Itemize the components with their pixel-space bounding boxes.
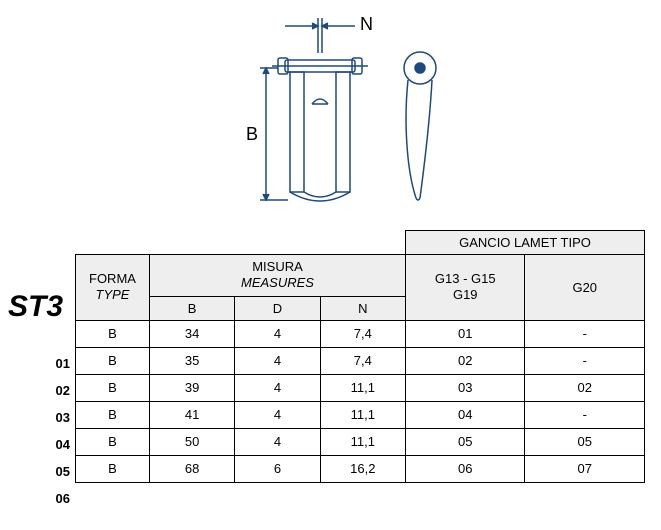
cell-B: 68 [149, 455, 234, 482]
cell-N: 7,4 [320, 347, 405, 374]
row-num: 01 [40, 350, 70, 377]
cell-forma: B [76, 347, 150, 374]
cell-D: 4 [235, 428, 320, 455]
subheader-B: B [149, 296, 234, 320]
tech-diagram: N [240, 8, 470, 208]
cell-N: 7,4 [320, 320, 405, 347]
table-row: B 41 4 11,1 04 - [76, 401, 645, 428]
header-forma: FORMATYPE [76, 255, 150, 321]
cell-g1: 06 [406, 455, 525, 482]
cell-B: 34 [149, 320, 234, 347]
cell-D: 4 [235, 401, 320, 428]
cell-forma: B [76, 455, 150, 482]
cell-forma: B [76, 320, 150, 347]
cell-B: 39 [149, 374, 234, 401]
cell-g2: - [525, 347, 645, 374]
cell-g1: 05 [406, 428, 525, 455]
cell-N: 11,1 [320, 401, 405, 428]
dim-label-B: B [246, 124, 258, 144]
row-num: 06 [40, 485, 70, 512]
table-row: B 35 4 7,4 02 - [76, 347, 645, 374]
spec-table: GANCIO LAMET TIPO FORMATYPE MISURAMEASUR… [75, 230, 645, 483]
product-code: ST3 [8, 290, 63, 324]
cell-N: 16,2 [320, 455, 405, 482]
dim-label-N: N [360, 14, 373, 34]
subheader-N: N [320, 296, 405, 320]
cell-B: 35 [149, 347, 234, 374]
table-row: B 39 4 11,1 03 02 [76, 374, 645, 401]
table-row: B 50 4 11,1 05 05 [76, 428, 645, 455]
cell-g2: - [525, 401, 645, 428]
cell-B: 50 [149, 428, 234, 455]
cell-forma: B [76, 374, 150, 401]
header-blank [76, 231, 406, 255]
cell-D: 6 [235, 455, 320, 482]
row-num: 05 [40, 458, 70, 485]
row-num: 02 [40, 377, 70, 404]
header-gancio: GANCIO LAMET TIPO [406, 231, 645, 255]
cell-g1: 02 [406, 347, 525, 374]
table-row: B 68 6 16,2 06 07 [76, 455, 645, 482]
header-g1: G13 - G15G19 [406, 255, 525, 321]
header-g2: G20 [525, 255, 645, 321]
row-num: 03 [40, 404, 70, 431]
cell-forma: B [76, 428, 150, 455]
cell-g2: 02 [525, 374, 645, 401]
cell-D: 4 [235, 374, 320, 401]
cell-D: 4 [235, 347, 320, 374]
cell-D: 4 [235, 320, 320, 347]
subheader-D: D [235, 296, 320, 320]
cell-forma: B [76, 401, 150, 428]
cell-g2: 07 [525, 455, 645, 482]
row-numbers: 01 02 03 04 05 06 [40, 350, 70, 512]
cell-g1: 01 [406, 320, 525, 347]
cell-g2: 05 [525, 428, 645, 455]
row-num: 04 [40, 431, 70, 458]
cell-B: 41 [149, 401, 234, 428]
cell-g1: 03 [406, 374, 525, 401]
cell-g2: - [525, 320, 645, 347]
cell-N: 11,1 [320, 374, 405, 401]
cell-N: 11,1 [320, 428, 405, 455]
header-misura: MISURAMEASURES [149, 255, 405, 297]
cell-g1: 04 [406, 401, 525, 428]
table-row: B 34 4 7,4 01 - [76, 320, 645, 347]
